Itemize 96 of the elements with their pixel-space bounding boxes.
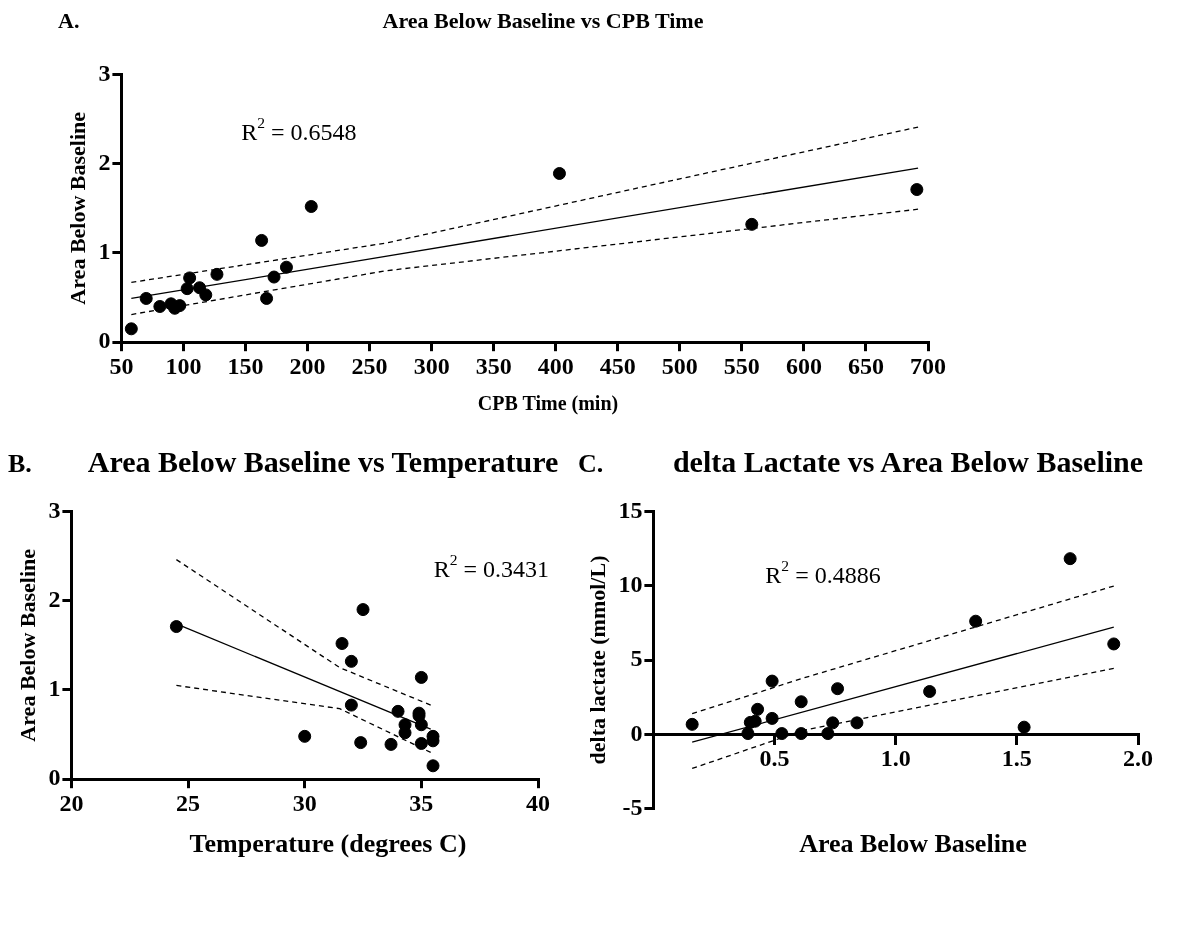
point	[745, 217, 759, 231]
x-tick-label: 700	[910, 352, 946, 379]
x-axis-title: Area Below Baseline	[798, 829, 1028, 859]
text: C.	[578, 449, 605, 479]
y-tick-label: 15	[618, 496, 643, 523]
line-series	[130, 126, 919, 284]
y-tick-label: 1	[98, 238, 111, 265]
point	[685, 717, 699, 731]
point	[969, 614, 983, 628]
point	[741, 727, 755, 741]
point	[414, 736, 428, 750]
x-tick-label: 450	[599, 352, 636, 379]
point	[910, 183, 924, 197]
point	[354, 736, 368, 750]
y-axis-title: Area Below Baseline	[14, 548, 40, 742]
point	[304, 200, 318, 214]
point	[426, 759, 440, 773]
point	[384, 737, 398, 751]
point	[260, 291, 274, 305]
x-tick-label: 35	[409, 789, 434, 816]
point	[124, 322, 138, 336]
chart-title: delta Lactate vs Area Below Baseline	[671, 445, 1145, 479]
point	[255, 233, 269, 247]
x-axis-title: CPB Time (min)	[476, 392, 620, 415]
x-tick-label: 50	[109, 352, 134, 379]
x-tick-label: 500	[661, 352, 698, 379]
point	[153, 299, 167, 313]
point	[831, 682, 845, 696]
y-tick-label: 0	[48, 764, 61, 791]
point	[414, 718, 428, 732]
point	[1063, 552, 1077, 566]
point	[344, 654, 358, 668]
x-tick-label: 25	[176, 789, 201, 816]
point	[344, 698, 358, 712]
point	[279, 260, 293, 274]
text: B.	[8, 449, 33, 479]
x-tick-label: 2.0	[1123, 744, 1153, 771]
y-tick-label: 0	[98, 327, 111, 354]
x-tick-label: 40	[526, 789, 550, 816]
y-tick-label: 0	[630, 719, 643, 746]
x-tick-label: 1.5	[1001, 744, 1032, 771]
point	[398, 726, 412, 740]
x-tick-label: 350	[475, 352, 512, 379]
x-tick-label: 400	[537, 352, 574, 379]
point	[180, 282, 194, 296]
x-tick-label: 30	[292, 789, 317, 816]
point	[267, 270, 281, 284]
x-tick-label: 1.0	[880, 744, 911, 771]
point	[794, 695, 808, 709]
y-tick-label: -5	[622, 793, 643, 820]
x-tick-label: 550	[723, 352, 760, 379]
y-axis-title: Area Below Baseline	[64, 111, 90, 305]
point	[794, 727, 808, 741]
x-tick-label: 250	[351, 352, 388, 379]
point	[775, 727, 789, 741]
chart-title: Area Below Baseline vs Temperature	[86, 445, 560, 479]
y-axis-title: delta lactate (mmol/L)	[584, 555, 610, 765]
y-tick-label: 1	[48, 675, 61, 702]
point	[199, 288, 213, 302]
x-tick-label: 0.5	[759, 744, 790, 771]
point	[1107, 637, 1121, 651]
point	[210, 267, 224, 281]
point	[552, 166, 566, 180]
point	[298, 729, 312, 743]
x-tick-label: 650	[847, 352, 884, 379]
chart-title: Area Below Baseline vs CPB Time	[381, 8, 705, 34]
x-axis-title: Temperature (degrees C)	[188, 829, 468, 859]
line-series	[130, 208, 919, 316]
point	[765, 711, 779, 725]
y-tick-label: 3	[48, 496, 61, 523]
point	[850, 716, 864, 730]
y-tick-label: 2	[48, 585, 61, 612]
x-tick-label: 300	[413, 352, 450, 379]
x-tick-label: 600	[785, 352, 822, 379]
point	[356, 603, 370, 617]
point	[183, 271, 197, 285]
point	[765, 674, 779, 688]
y-tick-label: 2	[98, 148, 111, 175]
point	[414, 670, 428, 684]
x-tick-label: 150	[227, 352, 264, 379]
point	[391, 704, 405, 718]
point	[751, 702, 765, 716]
y-tick-label: 10	[618, 570, 643, 597]
y-tick-label: 3	[98, 59, 111, 86]
point	[139, 291, 153, 305]
point	[169, 620, 183, 634]
x-tick-label: 100	[165, 352, 202, 379]
point	[923, 685, 937, 698]
x-tick-label: 20	[59, 789, 84, 816]
point	[335, 637, 349, 651]
x-tick-label: 200	[289, 352, 326, 379]
text: A.	[58, 8, 81, 34]
y-tick-label: 5	[630, 645, 643, 672]
point	[826, 716, 840, 730]
point	[821, 727, 835, 741]
point	[1017, 720, 1031, 734]
